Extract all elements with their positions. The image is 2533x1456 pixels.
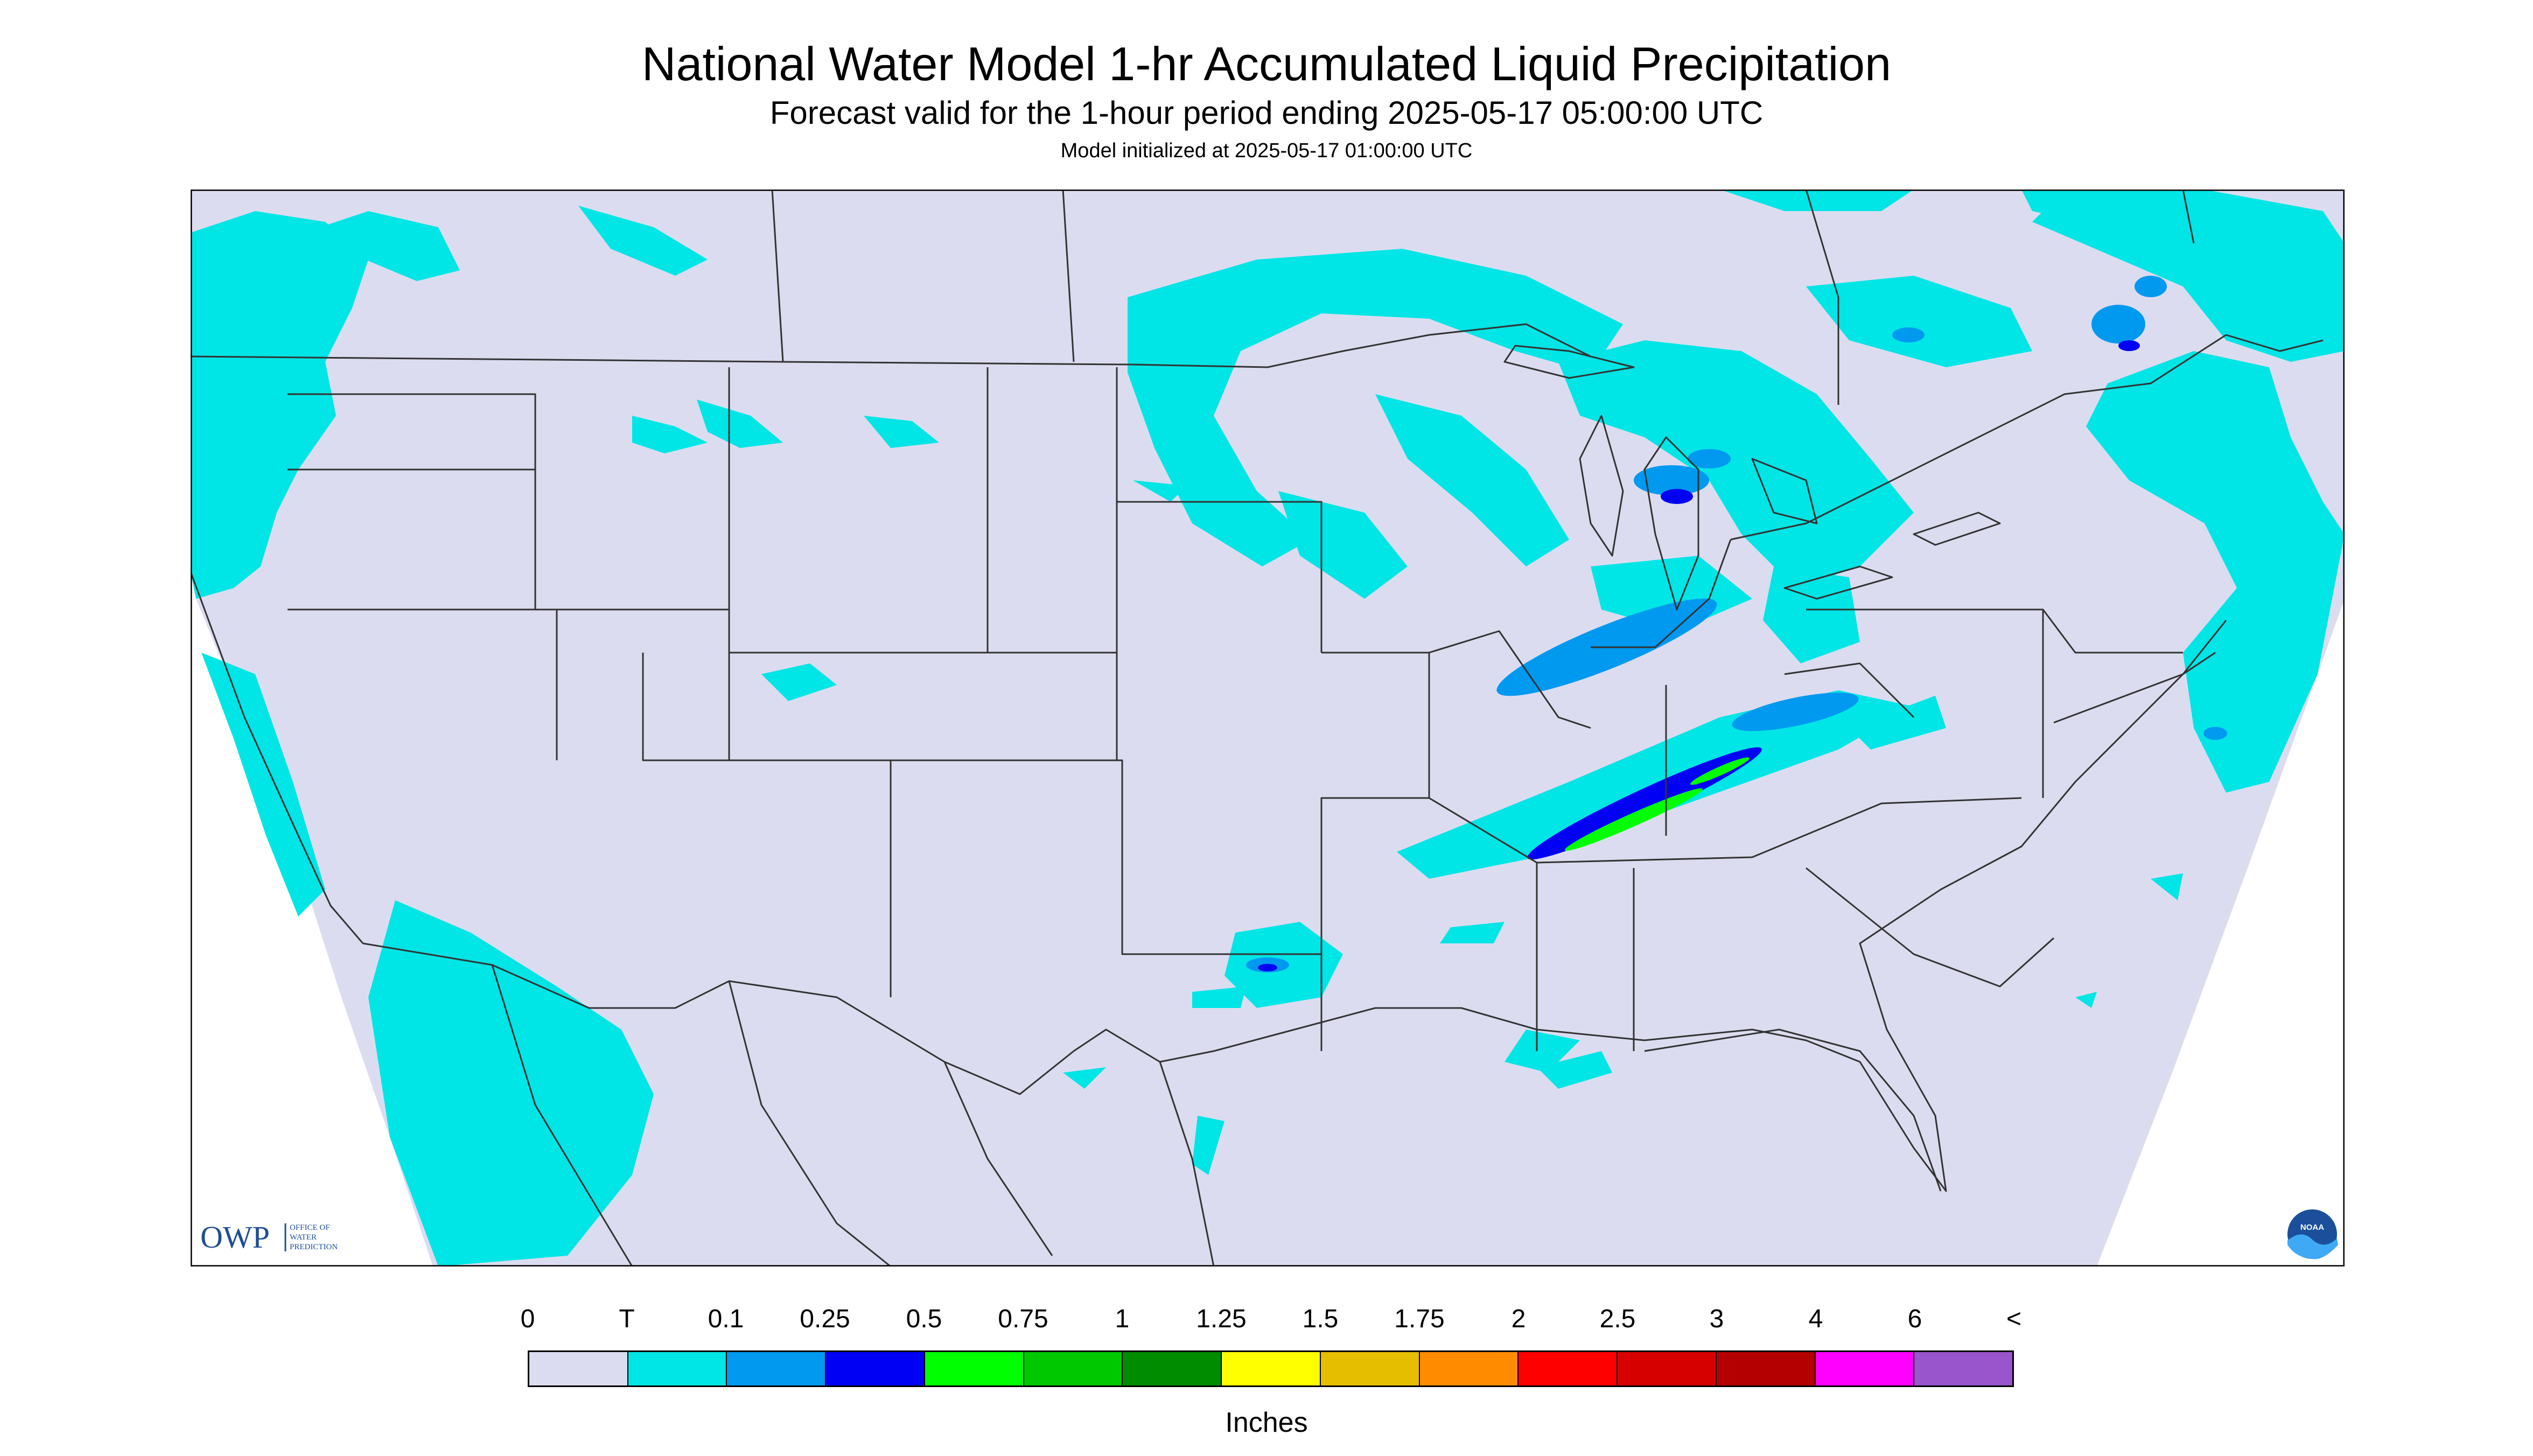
map-frame: [191, 190, 2345, 1266]
precipitation-map: OWP OFFICE OF WATER PREDICTION NOAA: [191, 190, 2345, 1266]
legend-swatch: [1815, 1352, 1915, 1385]
legend-swatch: [1716, 1352, 1816, 1385]
legend-label: 1: [1115, 1305, 1130, 1333]
precip-trace: [191, 190, 2345, 1266]
legend-label: 0.75: [998, 1305, 1048, 1333]
owp-logo-sub-1: OFFICE OF: [290, 1223, 330, 1232]
legend-colorbar: [528, 1350, 2014, 1387]
legend-label: 0: [520, 1305, 535, 1333]
legend-label: 2: [1511, 1305, 1526, 1333]
precip-heavy: [1565, 757, 1750, 851]
legend-units: Inches: [1225, 1407, 1308, 1438]
legend-labels: 0 T 0.1 0.25 0.5 0.75 1 1.25 1.5 1.75 2 2.5 3 4 6 <: [521, 1303, 2021, 1346]
noaa-logo: NOAA: [2285, 1207, 2339, 1261]
model-init-line: Model initialized at 2025-05-17 01:00:00…: [1060, 139, 1473, 162]
owp-logo-sub-2: WATER: [290, 1233, 317, 1242]
legend-swatch: [925, 1352, 1024, 1385]
owp-logo-text: OWP: [200, 1220, 270, 1255]
legend-swatch: [529, 1352, 628, 1385]
legend-swatch: [727, 1352, 827, 1385]
legend-swatch: [1222, 1352, 1321, 1385]
legend-label: 2.5: [1599, 1305, 1636, 1333]
legend-swatch: [1024, 1352, 1123, 1385]
forecast-valid-subtitle: Forecast valid for the 1-hour period end…: [769, 95, 1764, 131]
legend-swatch: [628, 1352, 727, 1385]
legend-swatch: [826, 1352, 925, 1385]
legend-swatch: [1914, 1352, 2013, 1385]
legend-label: 1.75: [1394, 1305, 1445, 1333]
legend-label: 6: [1907, 1305, 1922, 1333]
legend-label: 0.1: [708, 1305, 744, 1333]
legend-label: 1.5: [1302, 1305, 1339, 1333]
legend-swatch: [1123, 1352, 1222, 1385]
legend-label: 0.5: [906, 1305, 942, 1333]
legend-label: 4: [1808, 1305, 1823, 1333]
legend-swatch: [1519, 1352, 1618, 1385]
legend-label: 0.25: [800, 1305, 850, 1333]
owp-logo-sub-3: PREDICTION: [290, 1243, 338, 1251]
legend-label: <: [2006, 1305, 2022, 1333]
legend-label: 3: [1709, 1305, 1724, 1333]
legend-label: 1.25: [1196, 1305, 1247, 1333]
state-boundaries: [191, 190, 2324, 1266]
owp-logo: OWP OFFICE OF WATER PREDICTION: [200, 1220, 338, 1255]
legend-swatch: [1419, 1352, 1519, 1385]
legend-swatch: [1320, 1352, 1420, 1385]
noaa-logo-text: NOAA: [2300, 1223, 2324, 1232]
legend-swatch: [1618, 1352, 1717, 1385]
legend-label: T: [619, 1305, 635, 1333]
map-title: National Water Model 1-hr Accumulated Li…: [641, 37, 1892, 90]
